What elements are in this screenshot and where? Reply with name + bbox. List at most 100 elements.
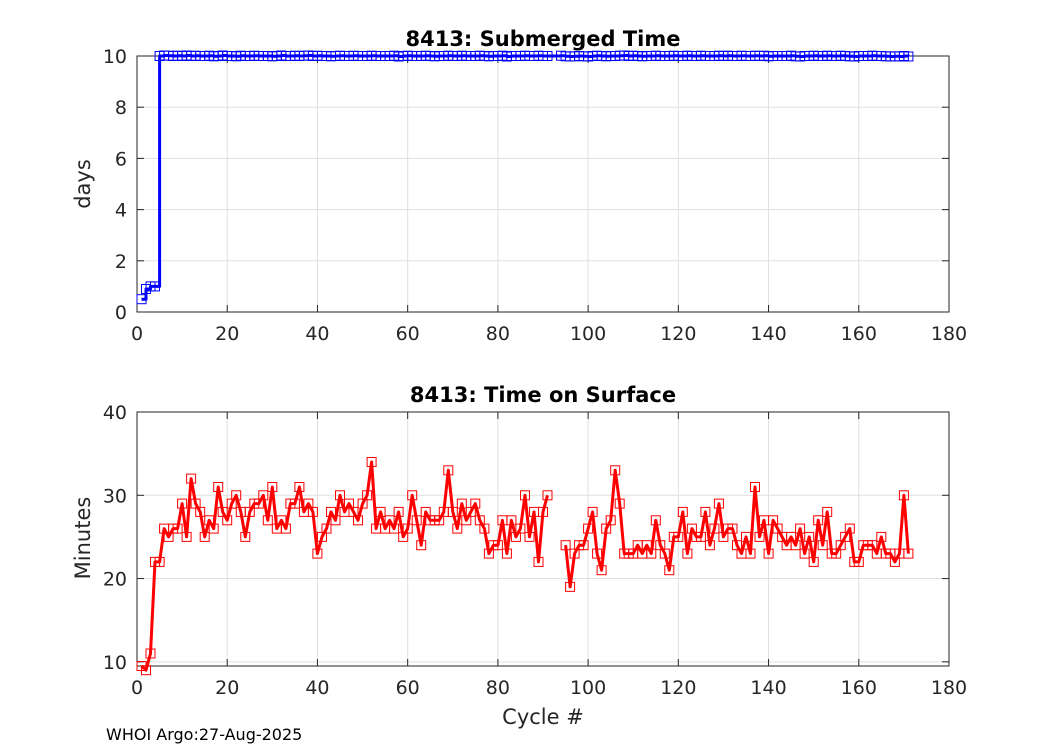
data-point-marker (813, 515, 824, 526)
data-point-marker (790, 540, 801, 551)
data-point-marker (150, 281, 160, 292)
y-tick-label: 6 (115, 148, 127, 170)
x-axis-label: Cycle # (502, 705, 584, 729)
data-point-marker (411, 515, 422, 526)
series-line (141, 54, 910, 301)
y-tick-label: 40 (103, 402, 127, 424)
data-point-marker (876, 531, 887, 542)
data-point-marker (804, 531, 815, 542)
data-point-marker (799, 548, 810, 559)
plot-frame (136, 55, 950, 313)
data-point-marker (280, 523, 291, 534)
data-point-marker (817, 540, 828, 551)
chart-title: 8413: Submerged Time (405, 27, 680, 51)
data-point-marker (267, 482, 278, 492)
data-point-marker (695, 531, 706, 542)
y-tick-label: 10 (103, 652, 127, 674)
data-point-marker (443, 465, 454, 476)
data-point-marker (596, 565, 607, 576)
data-point-marker (321, 523, 332, 534)
data-point-marker (587, 506, 598, 517)
data-point-marker (312, 548, 323, 559)
data-point-marker (614, 498, 625, 509)
data-point-marker (700, 506, 711, 517)
data-point-marker (416, 540, 427, 551)
data-point-marker (903, 548, 914, 559)
data-point-marker (307, 506, 318, 517)
data-point-marker (646, 548, 657, 559)
x-tick-label: 40 (305, 323, 329, 345)
data-point-marker (704, 540, 715, 551)
data-point-marker (186, 473, 197, 484)
data-point-marker (741, 531, 751, 542)
data-point-marker (664, 565, 675, 576)
plot-frame (136, 411, 950, 667)
data-point-marker (393, 506, 404, 517)
data-point-marker (181, 531, 192, 542)
data-point-marker (610, 465, 621, 476)
data-point-marker (222, 515, 233, 526)
x-tick-label: 100 (570, 323, 606, 345)
x-tick-label: 20 (215, 323, 239, 345)
data-point-marker (330, 515, 341, 526)
y-tick-label: 10 (103, 46, 127, 68)
data-point-marker (565, 581, 576, 592)
x-tick-label: 80 (486, 677, 510, 699)
data-point-marker (808, 556, 819, 567)
data-point-marker (353, 515, 363, 526)
data-point-marker (659, 548, 670, 559)
data-point-marker (592, 548, 603, 559)
data-point-marker (533, 556, 544, 567)
data-point-marker (709, 523, 720, 534)
data-point-marker (145, 648, 156, 659)
data-point-marker (262, 515, 273, 526)
data-point-marker (289, 498, 300, 509)
data-point-marker (506, 515, 517, 526)
data-point-marker (844, 523, 855, 534)
x-tick-label: 140 (750, 323, 786, 345)
data-point-marker (750, 482, 760, 492)
submerged-time-plot: 8413: Submerged Time days 0 20 40 60 80 100 12… (71, 27, 967, 345)
data-point-marker (713, 498, 724, 509)
data-point-marker (822, 506, 833, 517)
data-point-marker (136, 294, 147, 305)
data-point-marker (583, 523, 594, 534)
data-point-marker (538, 506, 548, 517)
data-point-marker (141, 665, 151, 676)
x-tick-label: 0 (131, 677, 143, 699)
x-tick-label: 180 (931, 323, 967, 345)
y-tick-label: 2 (115, 251, 127, 273)
data-point-marker (560, 540, 571, 551)
data-point-marker (524, 531, 535, 542)
data-point-marker (389, 523, 400, 534)
data-point-marker (492, 540, 503, 551)
data-point-marker (294, 482, 305, 492)
data-point-marker (501, 548, 512, 559)
data-point-marker (199, 531, 210, 542)
data-point-marker (650, 515, 661, 526)
data-point-marker (335, 490, 345, 501)
data-point-marker (682, 548, 693, 559)
data-point-marker (479, 523, 490, 534)
data-point-marker (763, 548, 774, 559)
y-tick-label: 20 (103, 569, 127, 591)
data-point-marker (677, 506, 688, 517)
x-tick-label: 120 (660, 323, 696, 345)
x-tick-label: 140 (750, 677, 786, 699)
x-tick-label: 160 (841, 677, 877, 699)
data-point-marker (208, 523, 219, 534)
x-tick-label: 100 (570, 677, 606, 699)
data-point-marker (172, 523, 183, 534)
data-point-marker (240, 531, 251, 542)
x-tick-label: 160 (841, 323, 877, 345)
data-point-marker (258, 490, 269, 501)
data-point-marker (231, 490, 242, 501)
data-point-marker (673, 531, 684, 542)
data-point-marker (375, 506, 386, 517)
y-tick-label: 8 (115, 97, 127, 119)
data-point-marker (407, 490, 418, 501)
data-point-marker (754, 531, 765, 542)
surface-time-plot: 8413: Time on Surface Minutes Cycle # 0 2… (71, 383, 967, 729)
data-point-marker (366, 457, 377, 467)
